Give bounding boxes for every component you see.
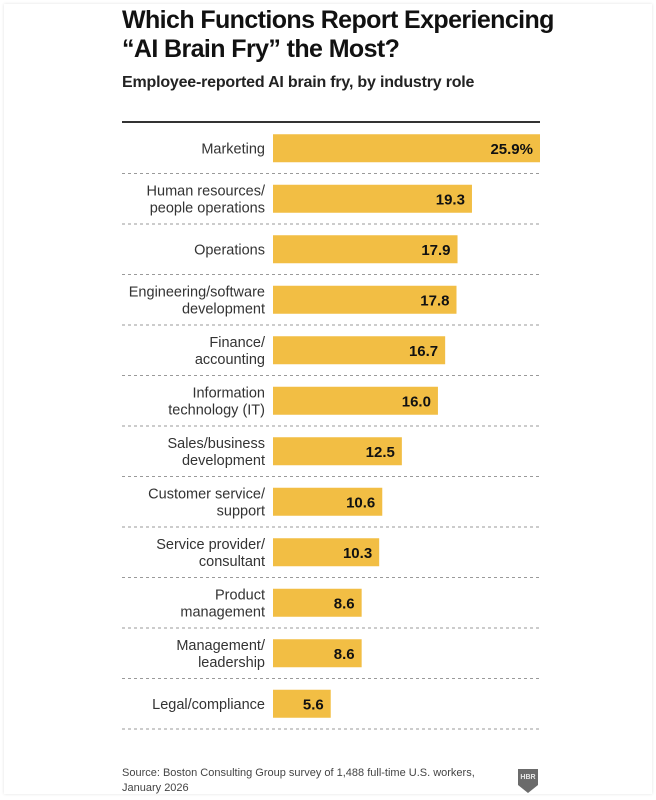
value-label-10: 8.6 — [334, 646, 355, 663]
category-label-1-line-1: people operations — [150, 200, 265, 216]
category-label-4-line-0: Finance/ — [209, 335, 266, 351]
hbr-shield-icon: HBR — [518, 769, 538, 793]
category-label-5-line-1: technology (IT) — [168, 402, 265, 418]
category-label-10-line-1: leadership — [198, 655, 265, 671]
bar-1 — [273, 184, 472, 213]
category-label-3-line-1: development — [182, 301, 265, 317]
bar-2 — [273, 235, 458, 264]
category-label-5-line-0: Information — [192, 385, 265, 401]
category-label-2: Operations — [194, 242, 265, 258]
value-label-6: 12.5 — [366, 444, 395, 461]
category-label-9-line-0: Product — [215, 587, 265, 603]
bar-7 — [273, 487, 383, 516]
category-label-7-line-0: Customer service/ — [148, 486, 266, 502]
bar-6 — [273, 437, 402, 466]
bar-11 — [273, 689, 331, 718]
value-label-9: 8.6 — [334, 595, 355, 612]
top-rule — [122, 121, 540, 123]
bar-8 — [273, 538, 380, 567]
value-label-11: 5.6 — [303, 696, 324, 713]
bar-4 — [273, 336, 446, 365]
source-line-2: January 2026 — [122, 782, 189, 794]
category-label-7-line-1: support — [217, 503, 265, 519]
bar-5 — [273, 386, 438, 415]
value-label-2: 17.9 — [421, 242, 450, 259]
bar-3 — [273, 285, 457, 314]
chart-title: Which Functions Report Experiencing “AI … — [122, 6, 602, 64]
chart-subtitle: Employee-reported AI brain fry, by indus… — [122, 74, 475, 91]
title-line-2: “AI Brain Fry” the Most? — [122, 35, 400, 63]
bar-9 — [273, 588, 362, 617]
value-label-8: 10.3 — [343, 545, 372, 562]
category-label-8-line-1: consultant — [199, 554, 265, 570]
value-label-7: 10.6 — [346, 494, 375, 511]
title-line-1: Which Functions Report Experiencing — [122, 6, 554, 34]
category-label-8-line-0: Service provider/ — [156, 537, 266, 553]
category-label-10-line-0: Management/ — [176, 638, 266, 654]
category-label-0: Marketing — [201, 141, 265, 157]
value-label-5: 16.0 — [402, 393, 431, 410]
source-note: Source: Boston Consulting Group survey o… — [122, 766, 512, 796]
value-label-1: 19.3 — [436, 191, 465, 208]
category-label-11: Legal/compliance — [152, 697, 265, 713]
category-label-3-line-0: Engineering/software — [129, 284, 265, 300]
logo-text: HBR — [520, 774, 535, 781]
value-label-0: 25.9% — [490, 141, 533, 158]
bar-0 — [273, 134, 540, 163]
bar-10 — [273, 639, 362, 668]
category-label-9-line-1: management — [180, 604, 265, 620]
value-label-3: 17.8 — [420, 292, 449, 309]
source-line-1: Source: Boston Consulting Group survey o… — [122, 767, 475, 779]
category-label-6-line-1: development — [182, 453, 265, 469]
category-label-4-line-1: accounting — [195, 352, 265, 368]
value-label-4: 16.7 — [409, 343, 438, 360]
category-label-6-line-0: Sales/business — [167, 436, 265, 452]
category-label-1-line-0: Human resources/ — [147, 183, 266, 199]
